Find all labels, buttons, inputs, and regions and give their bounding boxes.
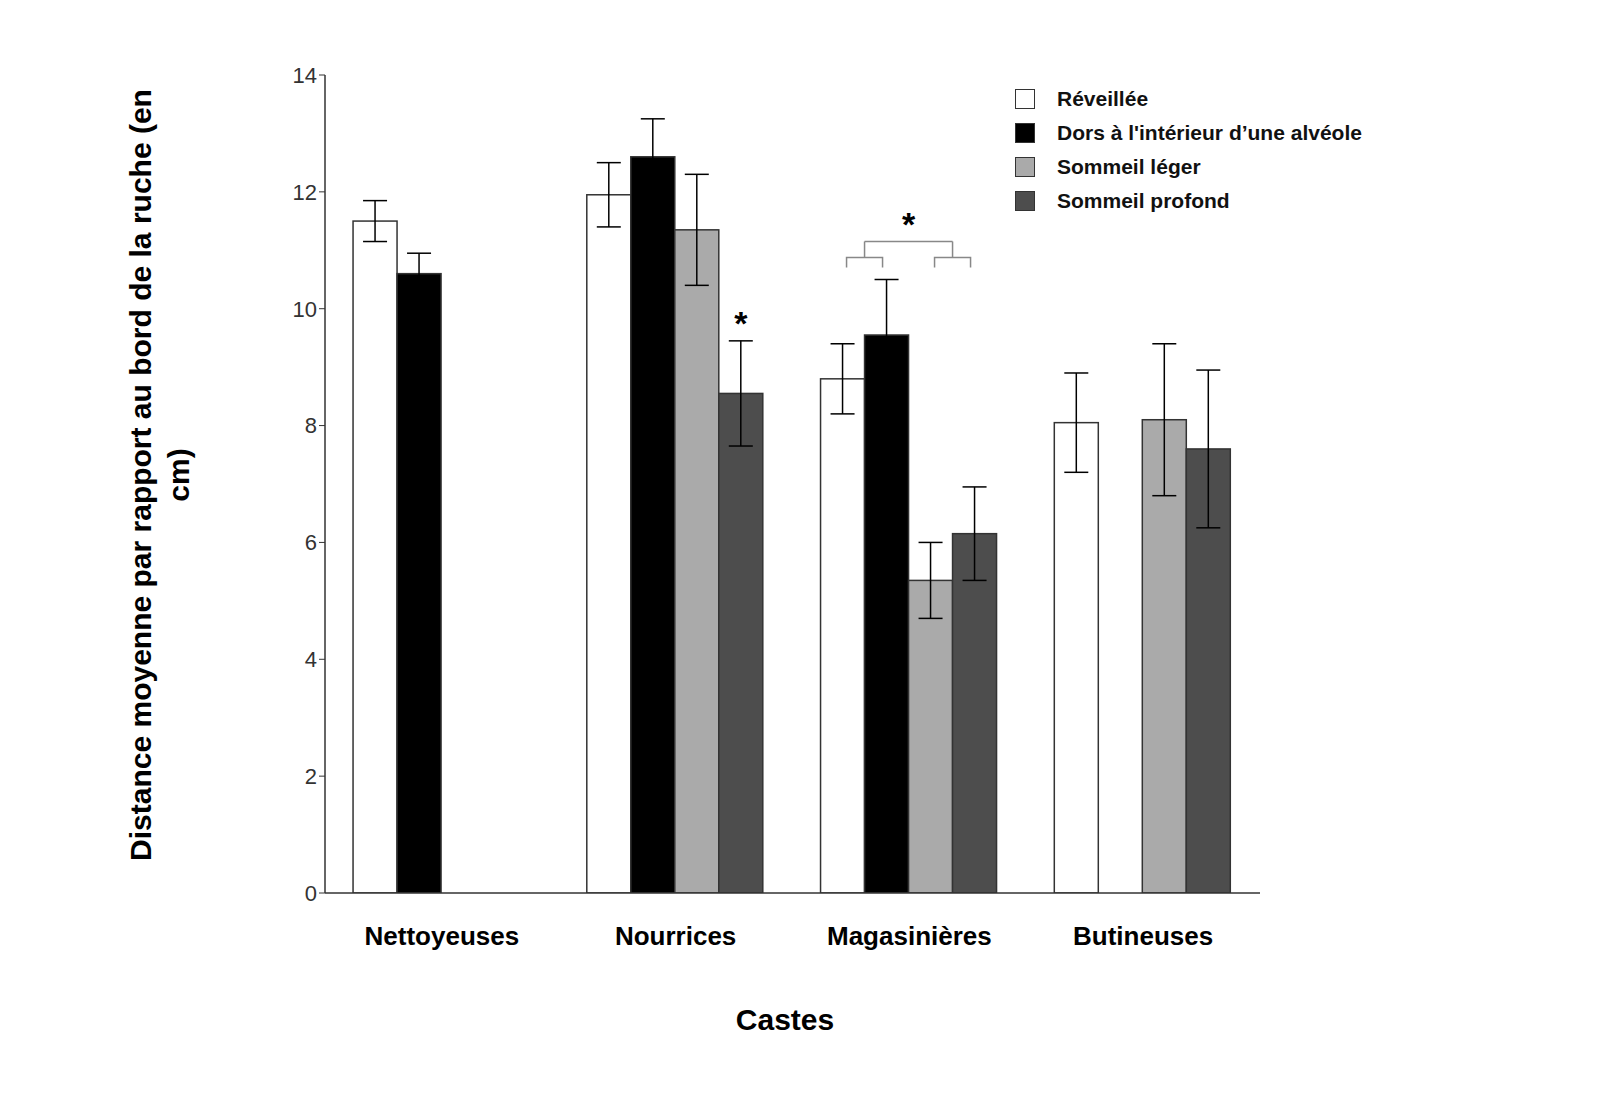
svg-text:Magasinières: Magasinières: [827, 921, 992, 951]
svg-text:Butineuses: Butineuses: [1073, 921, 1213, 951]
html-text:Castes: Castes: [735, 1003, 835, 1036]
html-text:Sommeil profond: Sommeil profond: [1057, 189, 1230, 212]
svg-text:2: 2: [305, 764, 317, 789]
svg-text:*: *: [734, 304, 748, 342]
svg-text:Nourrices: Nourrices: [615, 921, 736, 951]
svg-text:6: 6: [305, 530, 317, 555]
svg-text:14: 14: [293, 63, 317, 88]
html-text:Réveillée: Réveillée: [1057, 87, 1149, 110]
html-text:Dors à l'intérieur d’une alvéo: Dors à l'intérieur d’une alvéole: [1057, 121, 1362, 144]
html-text:Sommeil léger: Sommeil léger: [1057, 155, 1201, 178]
html-text:Distance moyenne par rapport a: Distance moyenne par rapport au bord de …: [124, 89, 195, 861]
svg-text:Nettoyeuses: Nettoyeuses: [365, 921, 520, 951]
svg-text:*: *: [902, 205, 916, 243]
svg-text:0: 0: [305, 881, 317, 906]
svg-text:8: 8: [305, 413, 317, 438]
svg-text:10: 10: [293, 297, 317, 322]
svg-text:12: 12: [293, 180, 317, 205]
svg-text:4: 4: [305, 647, 317, 672]
